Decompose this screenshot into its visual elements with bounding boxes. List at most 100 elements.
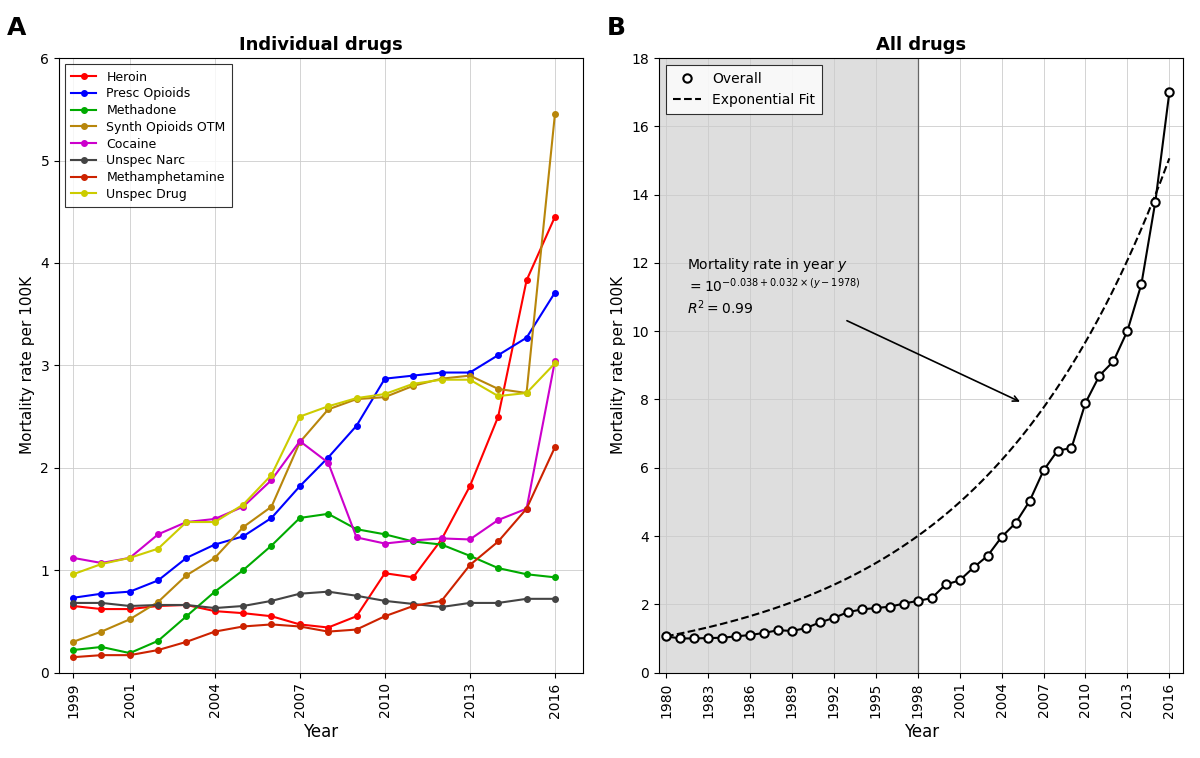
Presc Opioids — [122, 587, 137, 597]
Heroin — [406, 573, 420, 582]
Overall — [854, 605, 869, 614]
Exponential Fit — [1072, 349, 1086, 359]
Unspec Drug — [463, 375, 478, 384]
Heroin — [179, 600, 193, 609]
Unspec Drug — [95, 559, 109, 568]
Y-axis label: Mortality rate per 100K: Mortality rate per 100K — [19, 277, 35, 455]
Cocaine — [122, 553, 137, 562]
Synth Opioids OTM — [520, 388, 534, 397]
Line: Presc Opioids: Presc Opioids — [71, 290, 558, 600]
Synth Opioids OTM — [320, 405, 335, 414]
Synth Opioids OTM — [122, 615, 137, 624]
Synth Opioids OTM — [179, 571, 193, 580]
Cocaine — [236, 502, 251, 511]
Cocaine — [179, 518, 193, 527]
Methadone — [491, 563, 505, 572]
Cocaine — [208, 515, 222, 524]
Overall — [1162, 88, 1176, 97]
Methamphetamine — [236, 622, 251, 631]
Presc Opioids — [520, 334, 534, 343]
Overall — [1008, 518, 1022, 528]
Methamphetamine — [179, 637, 193, 647]
Synth Opioids OTM — [491, 384, 505, 393]
X-axis label: Year: Year — [904, 723, 938, 741]
Line: Methamphetamine: Methamphetamine — [71, 444, 558, 660]
Heroin — [95, 605, 109, 614]
Cocaine — [66, 553, 80, 562]
Unspec Drug — [406, 379, 420, 388]
Cocaine — [491, 515, 505, 525]
Methamphetamine — [66, 653, 80, 662]
Heroin — [378, 568, 392, 578]
Presc Opioids — [434, 368, 449, 377]
Overall — [953, 576, 967, 585]
Heroin — [320, 623, 335, 632]
Overall — [911, 597, 925, 606]
Synth Opioids OTM — [151, 597, 166, 606]
Heroin — [293, 620, 307, 629]
Unspec Narc — [320, 587, 335, 597]
Heroin — [434, 535, 449, 544]
Presc Opioids — [179, 553, 193, 562]
Bar — [659, 58, 918, 672]
Cocaine — [406, 536, 420, 545]
Line: Overall: Overall — [662, 88, 1174, 643]
Exponential Fit — [959, 492, 973, 501]
Overall — [1148, 197, 1163, 206]
Methamphetamine — [406, 601, 420, 610]
Methamphetamine — [463, 560, 478, 569]
Methadone — [122, 649, 137, 658]
Text: B: B — [607, 16, 625, 39]
Unspec Narc — [122, 601, 137, 610]
Overall — [743, 631, 757, 640]
Unspec Narc — [264, 597, 278, 606]
Synth Opioids OTM — [434, 374, 449, 384]
Overall — [1037, 466, 1051, 475]
Heroin — [491, 412, 505, 421]
Methamphetamine — [320, 627, 335, 636]
Methamphetamine — [264, 620, 278, 629]
Presc Opioids — [406, 371, 420, 381]
X-axis label: Year: Year — [304, 723, 338, 741]
Synth Opioids OTM — [208, 553, 222, 562]
Overall — [1079, 399, 1093, 408]
Unspec Narc — [179, 600, 193, 609]
Unspec Narc — [66, 598, 80, 607]
Unspec Narc — [95, 598, 109, 607]
Cocaine — [434, 534, 449, 543]
Methamphetamine — [349, 625, 364, 634]
Heroin — [151, 601, 166, 610]
Methadone — [349, 525, 364, 534]
Cocaine — [264, 475, 278, 484]
Unspec Narc — [378, 597, 392, 606]
Heroin — [208, 606, 222, 615]
Presc Opioids — [208, 540, 222, 549]
Unspec Narc — [434, 603, 449, 612]
Exponential Fit — [901, 538, 916, 547]
Methamphetamine — [293, 622, 307, 631]
Methadone — [463, 551, 478, 560]
Heroin — [122, 605, 137, 614]
Methamphetamine — [520, 504, 534, 513]
Unspec Narc — [349, 591, 364, 600]
Overall — [840, 608, 854, 617]
Overall — [1022, 496, 1037, 506]
Exponential Fit — [1162, 154, 1176, 163]
Unspec Drug — [320, 402, 335, 411]
Methadone — [406, 537, 420, 546]
Cocaine — [547, 357, 562, 366]
Unspec Drug — [491, 392, 505, 401]
Cocaine — [378, 539, 392, 548]
Overall — [995, 533, 1009, 542]
Unspec Narc — [293, 589, 307, 598]
Unspec Drug — [151, 544, 166, 553]
Overall — [1106, 357, 1121, 366]
Unspec Drug — [208, 518, 222, 527]
Line: Methadone: Methadone — [71, 511, 558, 656]
Heroin — [547, 212, 562, 221]
Heroin — [66, 601, 80, 610]
Unspec Drug — [236, 500, 251, 509]
Methadone — [95, 643, 109, 652]
Synth Opioids OTM — [547, 110, 562, 119]
Cocaine — [151, 530, 166, 539]
